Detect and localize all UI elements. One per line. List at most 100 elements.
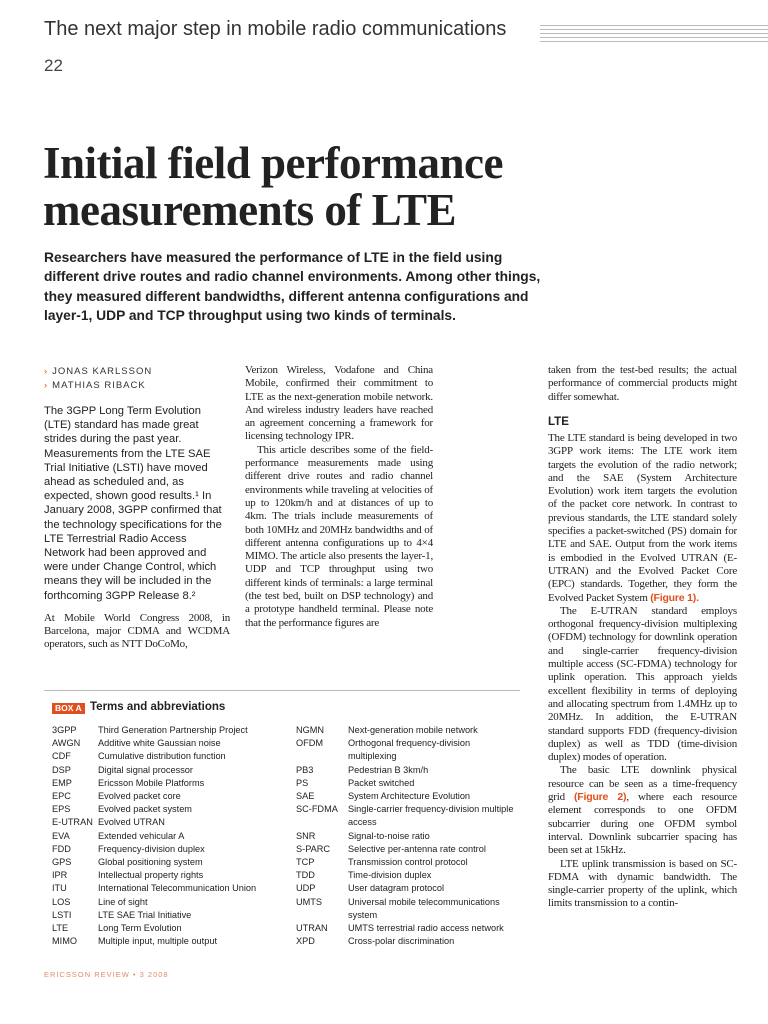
term-abbr: EVA [52,830,70,841]
column-2: Verizon Wireless, Vodafone and China Mob… [245,364,433,666]
term-row: XPD Cross-polar discrimination [296,935,518,948]
term-abbr: UMTS [296,896,323,907]
term-row: UDP User datagram protocol [296,882,518,895]
term-row: EMP Ericsson Mobile Platforms [52,777,292,790]
box-label: BOX A [52,703,85,714]
text: , where each resource element correspond… [548,791,737,857]
author-name: JONAS KARLSSON [52,366,153,377]
text: The 3GPP Long Term Evolution (LTE) stand… [44,405,222,602]
term-row: OFDM Orthogonal frequency-division multip… [296,737,518,763]
figure-ref: (Figure 2) [574,791,627,804]
column-3-intro: taken from the test-bed results; the act… [548,364,737,404]
text: The E-UTRAN standard employs orthogonal … [548,604,737,764]
term-row: PB3 Pedestrian B 3km/h [296,764,518,777]
term-abbr: EPC [52,791,71,802]
term-row: EPC Evolved packet core [52,790,292,803]
term-abbr: DSP [52,764,71,775]
author: › JONAS KARLSSON [44,365,152,379]
term-definition: Time-division duplex [348,870,432,881]
term-definition: Line of sight [98,896,148,907]
term-abbr: TCP [296,857,315,868]
text: LTE uplink transmission is based on SC-F… [548,857,737,910]
term-definition: Additive white Gaussian noise [98,738,221,749]
term-abbr: LTE [52,923,69,934]
term-row: MIMO Multiple input, multiple output [52,935,292,948]
term-definition: System Architecture Evolution [348,791,471,802]
term-definition: Intellectual property rights [98,870,204,881]
paragraph: The E-UTRAN standard employs orthogonal … [548,605,737,765]
term-abbr: IPR [52,870,68,881]
paragraph: taken from the test-bed results; the act… [548,364,737,404]
running-header: The next major step in mobile radio comm… [44,18,507,40]
paragraph: Verizon Wireless, Vodafone and China Mob… [245,364,433,444]
paragraph: The 3GPP Long Term Evolution (LTE) stand… [44,404,230,603]
term-definition: Evolved packet system [98,804,192,815]
term-definition: Ericsson Mobile Platforms [98,777,205,788]
term-definition: User datagram protocol [348,883,445,894]
term-row: EPS Evolved packet system [52,803,292,816]
term-definition: Packet switched [348,777,415,788]
term-row: LOS Line of sight [52,896,292,909]
term-definition: Single-carrier frequency-division multip… [348,804,514,828]
term-row: LSTI LTE SAE Trial Initiative [52,909,292,922]
term-abbr: UDP [296,883,316,894]
term-row: AWGN Additive white Gaussian noise [52,737,292,750]
term-definition: Evolved UTRAN [98,817,165,828]
header-rule [540,22,768,42]
term-abbr: MIMO [52,936,78,947]
term-row: LTE Long Term Evolution [52,922,292,935]
text: The basic LTE downlink physical resource… [548,764,737,804]
term-abbr: EPS [52,804,71,815]
title-line: measurements of LTE [43,185,457,235]
article-title: Initial field performance measurements of… [43,140,503,234]
text: Verizon Wireless, Vodafone and China Mob… [245,364,433,443]
authors: › JONAS KARLSSON › MATHIAS RIBACK [44,365,152,393]
term-definition: Frequency-division duplex [98,843,205,854]
footer: ERICSSON REVIEW • 3 2008 [44,970,169,979]
term-definition: Long Term Evolution [98,923,182,934]
text: This article describes some of the field… [245,443,433,629]
term-definition: Pedestrian B 3km/h [348,764,429,775]
term-row: SC-FDMA Single-carrier frequency-division… [296,803,518,829]
term-row: UMTS Universal mobile telecommunications … [296,896,518,922]
term-definition: Cross-polar discrimination [348,936,455,947]
term-definition: UMTS terrestrial radio access network [348,923,504,934]
text: taken from the test-bed results; the act… [548,364,737,403]
term-row: TCP Transmission control protocol [296,856,518,869]
term-row: CDF Cumulative distribution function [52,750,292,763]
term-definition: Selective per-antenna rate control [348,843,486,854]
title-line: Initial field performance [43,138,503,188]
term-row: EVA Extended vehicular A [52,830,292,843]
term-abbr: OFDM [296,738,324,749]
term-row: 3GPP Third Generation Partnership Project [52,724,292,737]
term-abbr: GPS [52,857,72,868]
term-abbr: EMP [52,777,72,788]
text: The LTE standard is being developed in t… [548,432,737,604]
term-row: DSP Digital signal processor [52,764,292,777]
term-definition: Cumulative distribution function [98,751,226,762]
term-definition: Third Generation Partnership Project [98,725,248,735]
term-row: SNR Signal-to-noise ratio [296,830,518,843]
terms-left: 3GPP Third Generation Partnership Project… [52,724,292,948]
figure-ref: (Figure 1). [650,591,699,604]
terms-right: NGMN Next-generation mobile network OFDM Or… [296,724,518,948]
term-abbr: LOS [52,896,71,907]
term-row: NGMN Next-generation mobile network [296,724,518,737]
term-abbr: AWGN [52,738,81,749]
term-row: IPR Intellectual property rights [52,869,292,882]
term-definition: Extended vehicular A [98,830,185,841]
box-title: Terms and abbreviations [90,701,226,713]
term-abbr: SC-FDMA [296,804,338,815]
term-abbr: CDF [52,751,71,762]
text: At Mobile World Congress 2008, in Barcel… [44,611,230,651]
lead: Researchers have measured the performanc… [44,250,541,323]
term-row: TDD Time-division duplex [296,869,518,882]
term-definition: Evolved packet core [98,791,181,802]
term-abbr: UTRAN [296,923,328,934]
term-row: E-UTRAN Evolved UTRAN [52,816,292,829]
term-abbr: SAE [296,791,315,802]
term-definition: Next-generation mobile network [348,725,478,735]
term-definition: Transmission control protocol [348,857,468,868]
term-abbr: XPD [296,936,315,947]
